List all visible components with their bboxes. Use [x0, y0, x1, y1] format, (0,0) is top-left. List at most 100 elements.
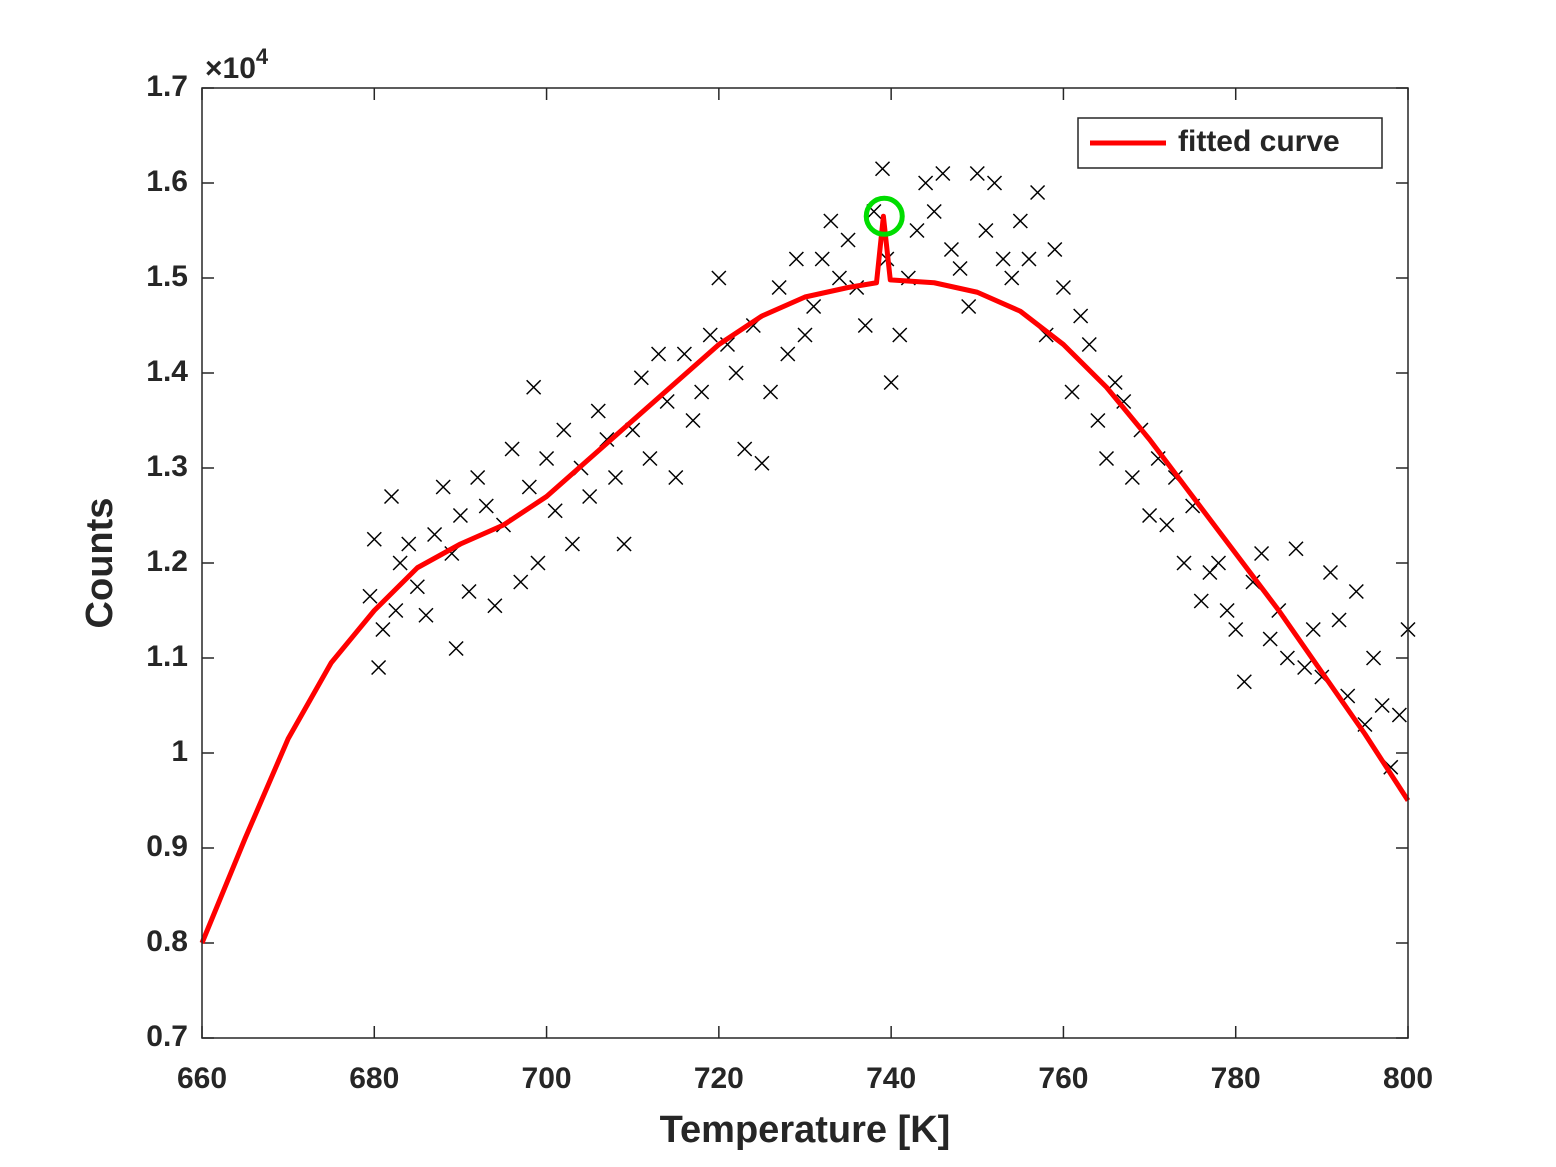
data-point [702, 327, 718, 343]
data-point [448, 640, 464, 657]
y-tick-label: 1.5 [146, 260, 188, 293]
x-axis-label: Temperature [K] [660, 1109, 951, 1151]
data-point [375, 621, 391, 638]
data-point [1004, 270, 1020, 286]
x-tick-label: 800 [1383, 1062, 1433, 1095]
data-point [943, 241, 959, 258]
data-point [556, 422, 572, 438]
data-point [1030, 184, 1046, 201]
data-point [814, 251, 830, 267]
data-point [616, 536, 632, 552]
y-tick-label: 0.7 [146, 1020, 188, 1053]
data-point [771, 279, 787, 296]
data-point [823, 213, 839, 229]
data-point [362, 588, 378, 604]
data-point [788, 251, 804, 267]
data-point [1176, 555, 1192, 571]
x-tick-label: 780 [1211, 1062, 1261, 1095]
data-point [883, 374, 899, 391]
data-point [892, 327, 908, 343]
x-tick-label: 740 [866, 1062, 916, 1095]
data-point [1374, 697, 1390, 714]
data-point [806, 298, 822, 315]
data-point [986, 175, 1003, 191]
data-point [1021, 251, 1037, 267]
data-point [1081, 336, 1097, 353]
data-point [1193, 593, 1209, 609]
y-tick-label: 1.2 [146, 545, 188, 578]
data-point [969, 165, 985, 182]
data-point [388, 602, 404, 619]
data-point [728, 365, 744, 381]
y-tick-label: 1 [171, 735, 188, 768]
data-point [857, 317, 873, 334]
data-point [526, 379, 542, 395]
data-point [1366, 650, 1382, 666]
data-point [1254, 545, 1270, 562]
data-point [1322, 564, 1339, 581]
data-point [676, 346, 692, 362]
data-point [607, 469, 624, 486]
data-point [995, 251, 1011, 267]
data-point [935, 165, 951, 182]
data-point [1142, 507, 1158, 524]
data-point [918, 175, 934, 191]
data-point [780, 346, 796, 362]
data-point [1245, 574, 1261, 590]
x-tick-label: 680 [349, 1062, 399, 1095]
y-multiplier-base: ×10 [205, 52, 256, 85]
data-point [763, 384, 779, 400]
x-tick-label: 660 [177, 1062, 227, 1095]
fitted-line [199, 213, 1411, 944]
data-point [383, 488, 400, 505]
data-point [651, 346, 667, 362]
data-point [461, 583, 477, 600]
data-point [1090, 412, 1106, 429]
data-point [513, 574, 529, 590]
data-point [1107, 374, 1123, 391]
data-point [961, 298, 977, 315]
data-point [427, 526, 443, 543]
data-point [754, 455, 770, 471]
y-tick-label: 0.8 [146, 925, 188, 958]
data-point [504, 441, 520, 457]
data-point [1236, 674, 1252, 690]
data-point [1210, 555, 1227, 571]
data-point [737, 441, 753, 457]
data-point [840, 232, 856, 248]
x-tick-label: 700 [522, 1062, 572, 1095]
data-point [487, 598, 503, 614]
data-point [1055, 279, 1071, 296]
data-point [1098, 450, 1115, 467]
data-point [642, 450, 658, 467]
data-point [478, 498, 494, 514]
data-point [711, 270, 727, 286]
data-point [539, 450, 555, 467]
data-point [521, 479, 537, 495]
data-point [874, 161, 891, 177]
data-point [1331, 612, 1347, 628]
y-multiplier: ×104 [205, 44, 269, 85]
data-point [797, 327, 813, 343]
data-point [547, 503, 563, 519]
x-tick-label: 760 [1038, 1062, 1088, 1095]
y-multiplier-exponent: 4 [256, 44, 269, 69]
data-point [1219, 602, 1235, 619]
y-tick-label: 1.4 [146, 355, 188, 388]
y-tick-label: 1.3 [146, 450, 188, 483]
data-point [452, 507, 468, 524]
data-point [435, 479, 451, 495]
data-point [1279, 650, 1295, 666]
x-tick-label: 720 [694, 1062, 744, 1095]
data-point [582, 488, 598, 505]
data-point [831, 270, 847, 286]
data-point [1228, 621, 1244, 638]
data-point [1348, 583, 1364, 600]
y-tick-label: 0.9 [146, 830, 188, 863]
data-point [1159, 517, 1175, 533]
data-point [1305, 621, 1321, 638]
data-point [392, 555, 408, 571]
data-point [978, 222, 994, 239]
